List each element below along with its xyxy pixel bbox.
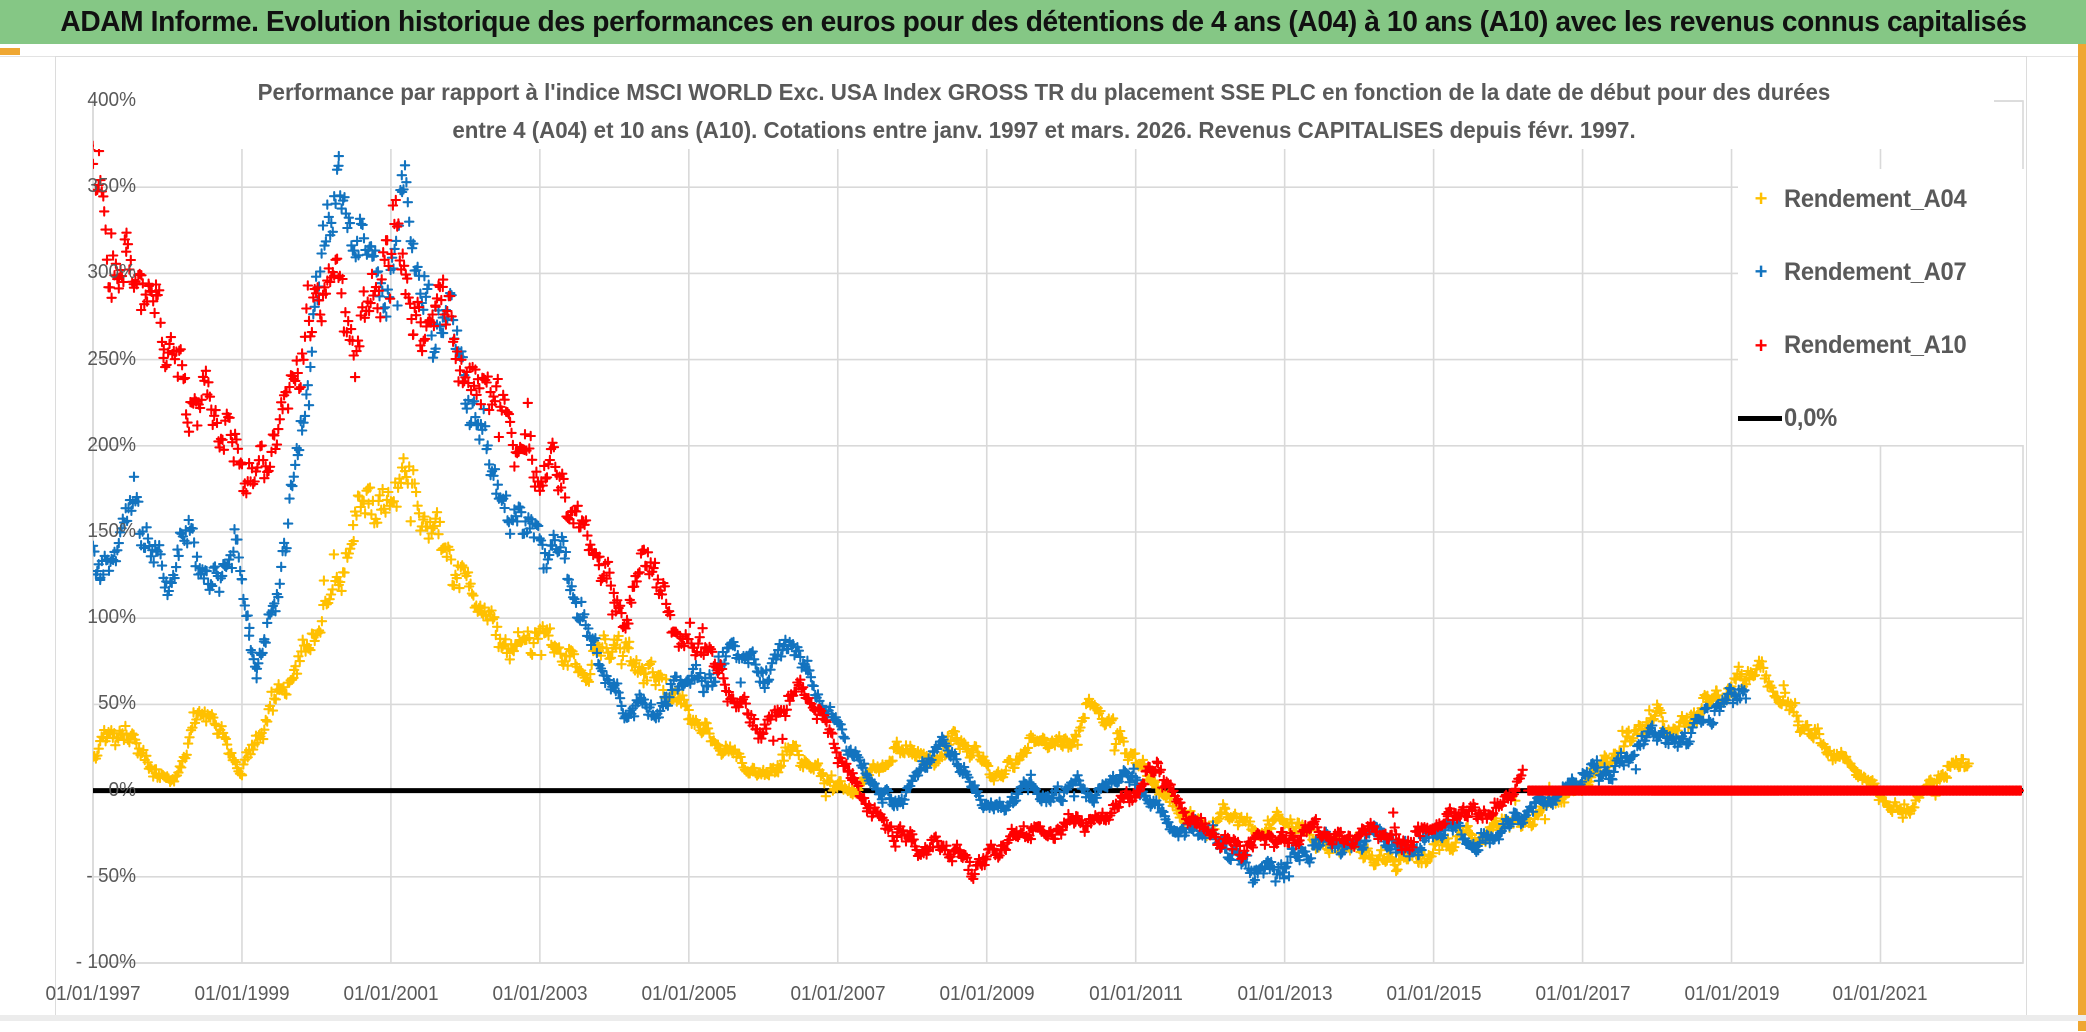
y-tick-label: 50% xyxy=(97,692,136,715)
chart-legend[interactable]: + Rendement_A04 + Rendement_A07 + Rendem… xyxy=(1738,169,2026,445)
x-tick-label: 01/01/1997 xyxy=(45,983,141,1005)
y-tick-label: 300% xyxy=(87,261,136,284)
x-tick-label: 01/01/2003 xyxy=(492,983,588,1005)
y-tick-label: 200% xyxy=(87,433,136,456)
y-tick-label: 250% xyxy=(87,347,136,370)
corner-accent-mark xyxy=(0,48,20,55)
y-tick-label: 100% xyxy=(87,606,136,629)
zero-line-sample-icon xyxy=(1738,416,1782,422)
y-tick-label: 0% xyxy=(108,778,136,801)
chart-region[interactable]: Performance par rapport à l'indice MSCI … xyxy=(45,56,2027,1016)
legend-label: Rendement_A07 xyxy=(1784,257,1967,286)
scatter-series-rendement_a10[interactable] xyxy=(89,140,2025,885)
legend-item-rendement-a07[interactable]: + Rendement_A07 xyxy=(1738,252,2026,292)
y-tick-label: 400% xyxy=(87,89,136,111)
plus-marker-icon: + xyxy=(1754,186,1768,211)
x-tick-label: 01/01/2001 xyxy=(343,983,439,1005)
title-banner: ADAM Informe. Evolution historique des p… xyxy=(0,0,2086,44)
plus-marker-icon: + xyxy=(1754,259,1768,285)
y-tick-label: 350% xyxy=(87,175,136,198)
x-tick-label: 01/01/2017 xyxy=(1535,983,1631,1005)
legend-label: Rendement_A10 xyxy=(1784,331,1967,360)
legend-item-rendement-a04[interactable]: + Rendement_A04 xyxy=(1738,179,2026,219)
x-tick-label: 01/01/2005 xyxy=(641,983,737,1005)
x-tick-label: 01/01/2015 xyxy=(1386,983,1482,1005)
x-tick-label: 01/01/2019 xyxy=(1683,983,1780,1005)
legend-item-zero-line[interactable]: 0,0% xyxy=(1738,399,2026,439)
x-tick-label: 01/01/2013 xyxy=(1237,983,1333,1005)
x-tick-label: 01/01/2021 xyxy=(1832,983,1929,1005)
x-tick-label: 01/01/1999 xyxy=(194,983,290,1005)
scatter-series-rendement_a04[interactable] xyxy=(89,453,1974,877)
y-tick-label: 150% xyxy=(87,520,136,542)
bottom-band xyxy=(0,1015,2086,1021)
page-title: ADAM Informe. Evolution historique des p… xyxy=(59,5,2027,38)
legend-item-rendement-a10[interactable]: + Rendement_A10 xyxy=(1738,326,2026,366)
right-edge-accent-strip xyxy=(2078,44,2086,1031)
plus-marker-icon: + xyxy=(1754,332,1768,358)
x-tick-label: 01/01/2011 xyxy=(1088,983,1183,1005)
chart-title-line-1: Performance par rapport à l'indice MSCI … xyxy=(257,79,1831,105)
x-tick-label: 01/01/2009 xyxy=(939,983,1035,1005)
legend-label: 0,0% xyxy=(1784,404,1838,433)
x-tick-label: 01/01/2007 xyxy=(790,983,886,1005)
chart-title-line-2: entre 4 (A04) et 10 ans (A10). Cotations… xyxy=(452,117,1636,143)
y-tick-label: - 100% xyxy=(75,951,136,973)
y-tick-label: - 50% xyxy=(86,864,136,887)
legend-label: Rendement_A04 xyxy=(1784,184,1967,213)
chart-title: Performance par rapport à l'indice MSCI … xyxy=(94,73,1994,149)
